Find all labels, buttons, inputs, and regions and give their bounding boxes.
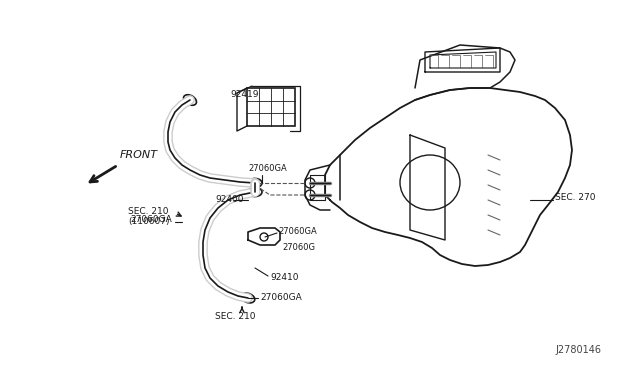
Ellipse shape [245, 296, 251, 300]
Text: 27060GA: 27060GA [260, 294, 301, 302]
Ellipse shape [241, 293, 255, 303]
Text: 92400: 92400 [215, 196, 243, 205]
Ellipse shape [184, 95, 196, 105]
Ellipse shape [248, 187, 262, 196]
Text: 27060GA: 27060GA [248, 164, 287, 173]
Ellipse shape [248, 179, 262, 187]
Text: 27060G: 27060G [282, 244, 315, 253]
Text: SEC. 210: SEC. 210 [215, 312, 255, 321]
Ellipse shape [252, 190, 258, 194]
Text: 92419: 92419 [230, 90, 259, 99]
Ellipse shape [252, 181, 258, 185]
Text: FRONT: FRONT [120, 150, 158, 160]
Text: SEC. 270: SEC. 270 [555, 193, 595, 202]
Bar [247, 88, 295, 126]
Text: 27060GA: 27060GA [278, 228, 317, 237]
Text: 27060GA: 27060GA [130, 215, 172, 224]
Ellipse shape [188, 98, 193, 102]
Text: SEC. 210
(110607): SEC. 210 (110607) [128, 207, 170, 227]
Text: 92410: 92410 [270, 273, 298, 282]
Text: J2780146: J2780146 [555, 345, 601, 355]
Circle shape [260, 233, 268, 241]
